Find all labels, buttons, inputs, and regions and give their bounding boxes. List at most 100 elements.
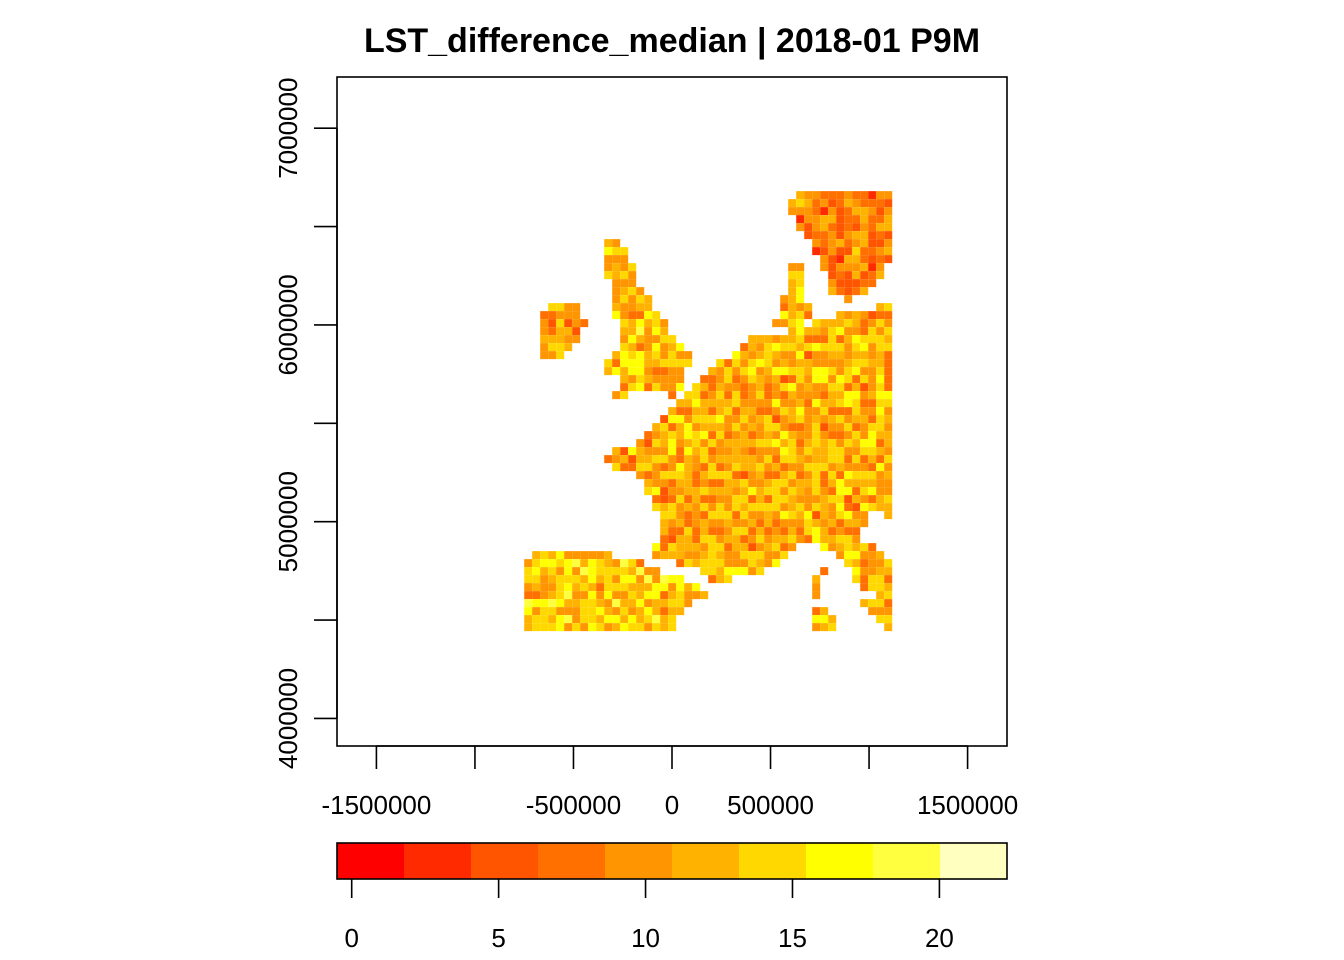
raster-cell bbox=[708, 463, 717, 472]
raster-cell bbox=[748, 407, 757, 416]
raster-cell bbox=[876, 439, 885, 448]
raster-cell bbox=[564, 551, 573, 560]
legend-tick-label: 5 bbox=[491, 923, 505, 953]
raster-cell bbox=[836, 423, 845, 432]
raster-cell bbox=[652, 615, 661, 624]
raster-cell bbox=[708, 503, 717, 512]
raster-cell bbox=[668, 463, 677, 472]
raster-corsica bbox=[812, 567, 829, 600]
raster-cell bbox=[532, 607, 541, 616]
raster-cell bbox=[612, 295, 621, 304]
raster-cell bbox=[628, 447, 637, 456]
raster-cell bbox=[820, 239, 829, 248]
raster-cell bbox=[524, 575, 533, 584]
raster-cell bbox=[524, 559, 533, 568]
raster-cell bbox=[572, 591, 581, 600]
raster-cell bbox=[716, 463, 725, 472]
raster-cell bbox=[812, 431, 821, 440]
raster-cell bbox=[828, 255, 837, 264]
raster-cell bbox=[796, 271, 805, 280]
raster-cell bbox=[788, 431, 797, 440]
raster-cell bbox=[860, 399, 869, 408]
raster-cell bbox=[764, 383, 773, 392]
raster-cell bbox=[796, 311, 805, 320]
raster-cell bbox=[564, 311, 573, 320]
raster-cell bbox=[716, 495, 725, 504]
raster-cell bbox=[876, 399, 885, 408]
raster-cell bbox=[836, 215, 845, 224]
raster-cell bbox=[716, 527, 725, 536]
raster-cell bbox=[604, 271, 613, 280]
raster-cell bbox=[740, 391, 749, 400]
raster-cell bbox=[788, 439, 797, 448]
raster-cell bbox=[620, 447, 629, 456]
raster-cell bbox=[556, 551, 565, 560]
legend-swatch bbox=[873, 843, 941, 879]
raster-cell bbox=[868, 375, 877, 384]
raster-cell bbox=[548, 591, 557, 600]
raster-cell bbox=[820, 447, 829, 456]
raster-cell bbox=[868, 279, 877, 288]
raster-cell bbox=[612, 455, 621, 464]
raster-cell bbox=[836, 535, 845, 544]
raster-cell bbox=[852, 287, 861, 296]
raster-cell bbox=[764, 359, 773, 368]
raster-cell bbox=[748, 543, 757, 552]
raster-cell bbox=[764, 495, 773, 504]
raster-cell bbox=[868, 503, 877, 512]
raster-cell bbox=[860, 239, 869, 248]
raster-cell bbox=[604, 255, 613, 264]
raster-cell bbox=[644, 343, 653, 352]
raster-cell bbox=[652, 567, 661, 576]
raster-cell bbox=[644, 359, 653, 368]
raster-cell bbox=[836, 519, 845, 528]
raster-cell bbox=[724, 495, 733, 504]
raster-cell bbox=[716, 391, 725, 400]
y-tick-label: 6000000 bbox=[273, 274, 303, 375]
raster-cell bbox=[612, 247, 621, 256]
raster-cell bbox=[660, 455, 669, 464]
raster-cell bbox=[732, 407, 741, 416]
raster-cell bbox=[564, 335, 573, 344]
raster-cell bbox=[812, 495, 821, 504]
raster-cell bbox=[772, 431, 781, 440]
raster-cell bbox=[548, 567, 557, 576]
raster-cell bbox=[796, 207, 805, 216]
raster-cell bbox=[732, 551, 741, 560]
raster-cell bbox=[732, 367, 741, 376]
raster-cell bbox=[700, 519, 709, 528]
raster-cell bbox=[780, 495, 789, 504]
raster-cell bbox=[764, 527, 773, 536]
raster-cell bbox=[884, 447, 893, 456]
raster-cell bbox=[844, 455, 853, 464]
raster-cell bbox=[676, 487, 685, 496]
raster-cell bbox=[564, 327, 573, 336]
raster-cell bbox=[860, 543, 869, 552]
raster-cell bbox=[620, 623, 629, 632]
raster-cell bbox=[836, 495, 845, 504]
raster-cell bbox=[700, 479, 709, 488]
raster-cell bbox=[660, 535, 669, 544]
raster-cell bbox=[660, 543, 669, 552]
raster-cell bbox=[764, 439, 773, 448]
raster-cell bbox=[852, 191, 861, 200]
raster-cell bbox=[852, 319, 861, 328]
raster-cell bbox=[796, 303, 805, 312]
raster-cell bbox=[868, 215, 877, 224]
raster-cell bbox=[652, 319, 661, 328]
raster-cell bbox=[820, 383, 829, 392]
raster-cell bbox=[772, 439, 781, 448]
raster-cell bbox=[836, 207, 845, 216]
raster-cell bbox=[788, 423, 797, 432]
raster-cell bbox=[716, 471, 725, 480]
raster-cell bbox=[644, 623, 653, 632]
raster-cell bbox=[788, 415, 797, 424]
raster-cell bbox=[588, 551, 597, 560]
raster-cell bbox=[692, 591, 701, 600]
raster-cell bbox=[564, 319, 573, 328]
raster-cell bbox=[620, 383, 629, 392]
raster-cell bbox=[852, 511, 861, 520]
raster-cell bbox=[620, 607, 629, 616]
raster-cell bbox=[676, 599, 685, 608]
raster-cell bbox=[796, 375, 805, 384]
